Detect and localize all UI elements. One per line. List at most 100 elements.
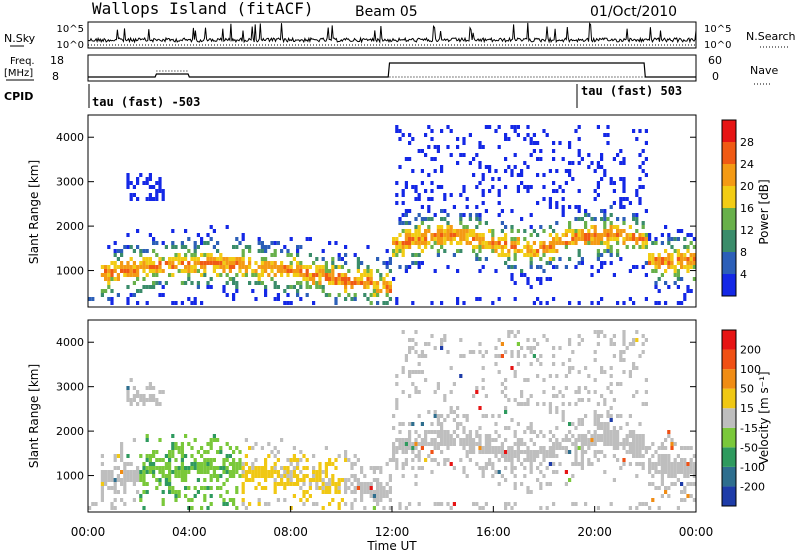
heatmap-cell — [456, 137, 460, 141]
heatmap-cell — [174, 490, 178, 494]
heatmap-cell — [136, 265, 140, 269]
noise-panel: N.Sky 10^5 10^0 10^5 10^0 N.Search — [4, 21, 796, 51]
heatmap-cell — [593, 430, 597, 434]
heatmap-cell — [475, 205, 479, 209]
heatmap-cell — [494, 354, 498, 358]
heatmap-cell — [155, 253, 159, 257]
heatmap-cell — [635, 330, 639, 334]
heatmap-cell — [497, 297, 501, 301]
heatmap-cell — [401, 442, 405, 446]
heatmap-cell — [417, 414, 421, 418]
heatmap-cell — [552, 454, 556, 458]
heatmap-cell — [468, 233, 472, 237]
heatmap-cell — [491, 414, 495, 418]
heatmap-cell — [481, 245, 485, 249]
heatmap-cell — [632, 237, 636, 241]
heatmap-cell — [286, 293, 290, 297]
heatmap-cell — [388, 506, 392, 510]
heatmap-cell — [142, 257, 146, 261]
heatmap-cell — [404, 221, 408, 225]
heatmap-cell — [369, 269, 373, 273]
heatmap-cell — [654, 450, 658, 454]
heatmap-cell — [584, 386, 588, 390]
heatmap-cell — [686, 265, 690, 269]
heatmap-cell — [520, 438, 524, 442]
heatmap-cell — [286, 269, 290, 273]
heatmap-cell — [593, 330, 597, 334]
heatmap-cell — [536, 277, 540, 281]
heatmap-cell — [235, 289, 239, 293]
heatmap-cell — [388, 458, 392, 462]
heatmap-cell — [257, 277, 261, 281]
heatmap-cell — [459, 374, 463, 378]
heatmap-cell — [155, 478, 159, 482]
heatmap-cell — [129, 193, 133, 197]
heatmap-cell — [289, 253, 293, 257]
heatmap-cell — [609, 249, 613, 253]
heatmap-cell — [529, 261, 533, 265]
heatmap-cell — [171, 470, 175, 474]
colorbar-tick-label: 50 — [740, 383, 754, 396]
heatmap-cell — [257, 466, 261, 470]
heatmap-cell — [200, 446, 204, 450]
heatmap-cell — [552, 245, 556, 249]
heatmap-cell — [436, 225, 440, 229]
heatmap-cell — [635, 446, 639, 450]
heatmap-cell — [206, 253, 210, 257]
heatmap-cell — [241, 490, 245, 494]
heatmap-cell — [302, 494, 306, 498]
heatmap-cell — [235, 486, 239, 490]
heatmap-cell — [555, 394, 559, 398]
heatmap-cell — [110, 478, 114, 482]
heatmap-cell — [104, 474, 108, 478]
heatmap-cell — [664, 486, 668, 490]
heatmap-cell — [171, 301, 175, 305]
heatmap-cell — [584, 241, 588, 245]
heatmap-cell — [280, 273, 284, 277]
heatmap-cell — [203, 494, 207, 498]
heatmap-cell — [193, 297, 197, 301]
heatmap-cell — [100, 293, 104, 297]
heatmap-cell — [504, 157, 508, 161]
heatmap-cell — [472, 249, 476, 253]
heatmap-cell — [200, 454, 204, 458]
heatmap-cell — [516, 422, 520, 426]
heatmap-cell — [417, 370, 421, 374]
heatmap-cell — [264, 462, 268, 466]
heatmap-cell — [596, 458, 600, 462]
heatmap-cell — [635, 221, 639, 225]
heatmap-cell — [568, 145, 572, 149]
heatmap-cell — [283, 482, 287, 486]
heatmap-cell — [600, 157, 604, 161]
heatmap-cell — [340, 265, 344, 269]
heatmap-cell — [334, 297, 338, 301]
heatmap-cell — [481, 193, 485, 197]
heatmap-cell — [468, 446, 472, 450]
heatmap-cell — [219, 450, 223, 454]
heatmap-cell — [299, 285, 303, 289]
heatmap-cell — [180, 269, 184, 273]
heatmap-cell — [395, 297, 399, 301]
heatmap-cell — [200, 506, 204, 510]
heatmap-cell — [580, 458, 584, 462]
heatmap-cell — [504, 185, 508, 189]
heatmap-cell — [612, 273, 616, 277]
heatmap-cell — [251, 273, 255, 277]
heatmap-cell — [302, 466, 306, 470]
heatmap-cell — [344, 458, 348, 462]
heatmap-cell — [132, 474, 136, 478]
heatmap-cell — [692, 245, 696, 249]
heatmap-cell — [619, 229, 623, 233]
heatmap-cell — [292, 269, 296, 273]
xtick-label: 00:00 — [679, 525, 714, 539]
heatmap-cell — [606, 386, 610, 390]
heatmap-cell — [577, 153, 581, 157]
heatmap-cell — [542, 474, 546, 478]
heatmap-cell — [260, 470, 264, 474]
heatmap-cell — [680, 470, 684, 474]
heatmap-cell — [625, 442, 629, 446]
heatmap-cell — [324, 446, 328, 450]
heatmap-cell — [488, 462, 492, 466]
heatmap-cell — [257, 474, 261, 478]
